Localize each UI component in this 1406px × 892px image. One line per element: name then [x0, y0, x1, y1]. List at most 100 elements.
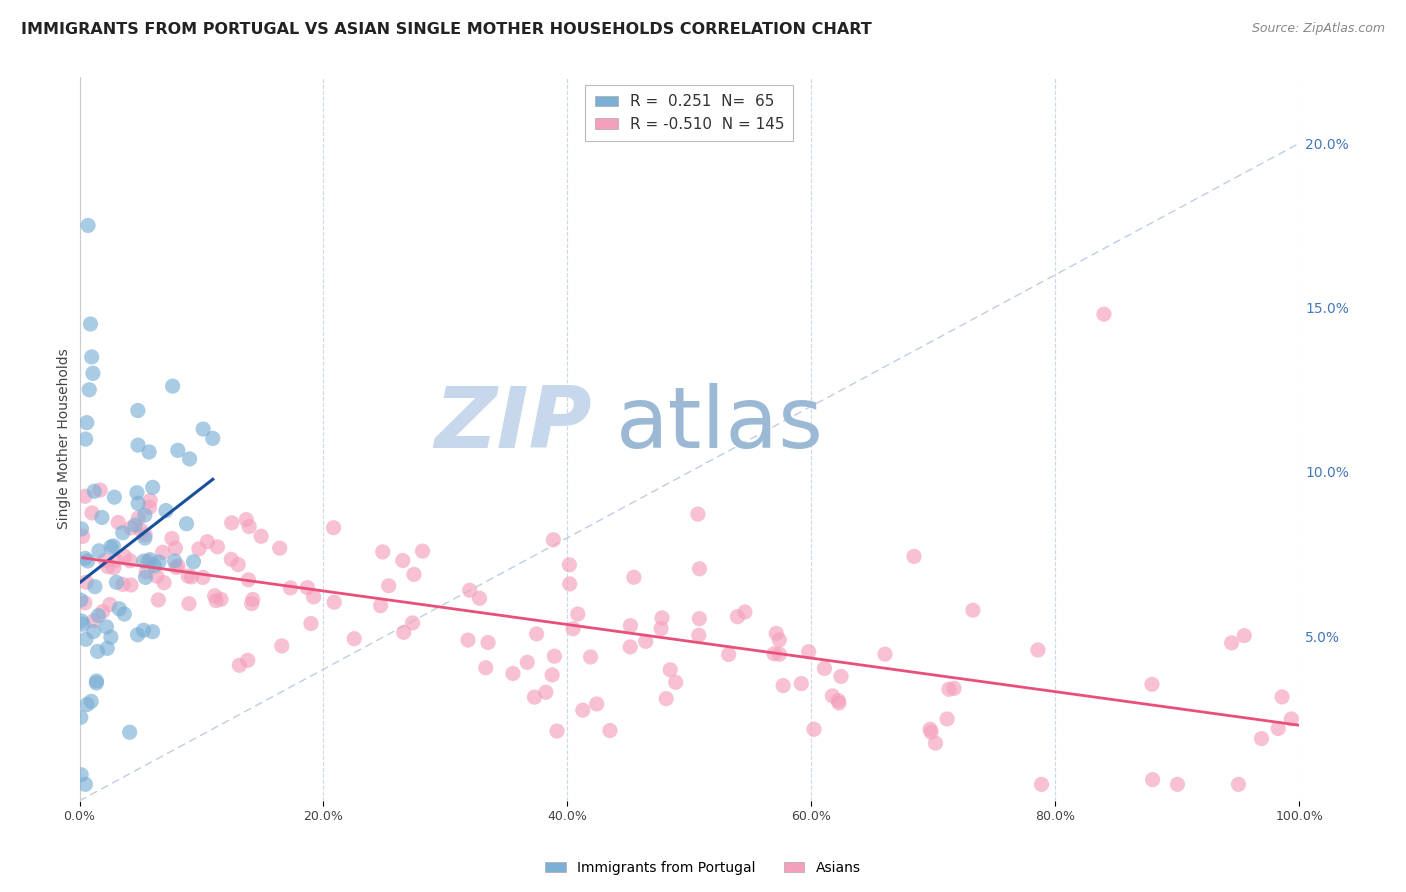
Point — [83, 580, 105, 594]
Point — [96, 620, 118, 634]
Point — [1233, 629, 1256, 643]
Point — [772, 679, 794, 693]
Point — [160, 532, 183, 546]
Point — [179, 451, 201, 466]
Point — [797, 645, 820, 659]
Point — [207, 540, 229, 554]
Point — [134, 531, 156, 545]
Point — [655, 691, 678, 706]
Point — [235, 513, 257, 527]
Point — [943, 681, 966, 696]
Point — [302, 590, 325, 604]
Legend: R =  0.251  N=  65, R = -0.510  N = 145: R = 0.251 N= 65, R = -0.510 N = 145 — [585, 85, 793, 141]
Point — [323, 595, 346, 609]
Point — [763, 647, 786, 661]
Point — [127, 496, 149, 510]
Point — [280, 581, 302, 595]
Point — [938, 682, 960, 697]
Point — [402, 567, 425, 582]
Point — [87, 608, 110, 623]
Point — [201, 431, 224, 445]
Point — [228, 658, 250, 673]
Point — [163, 554, 186, 568]
Point — [1026, 643, 1049, 657]
Point — [191, 570, 214, 584]
Point — [83, 484, 105, 499]
Point — [371, 545, 394, 559]
Point — [477, 635, 499, 649]
Point — [962, 603, 984, 617]
Point — [1271, 690, 1294, 704]
Point — [270, 639, 292, 653]
Point — [813, 661, 835, 675]
Point — [828, 696, 851, 710]
Point — [651, 611, 673, 625]
Point — [411, 544, 433, 558]
Point — [76, 416, 98, 430]
Point — [145, 569, 167, 583]
Point — [70, 614, 93, 628]
Point — [75, 551, 97, 566]
Point — [562, 622, 585, 636]
Point — [468, 591, 491, 606]
Point — [125, 485, 148, 500]
Point — [920, 725, 942, 739]
Point — [120, 554, 142, 568]
Point — [567, 607, 589, 621]
Point — [90, 510, 112, 524]
Text: ZIP: ZIP — [434, 384, 592, 467]
Point — [623, 570, 645, 584]
Point — [219, 552, 242, 566]
Point — [138, 500, 160, 515]
Point — [91, 605, 114, 619]
Point — [77, 383, 100, 397]
Point — [70, 768, 93, 782]
Point — [103, 561, 125, 575]
Point — [558, 577, 581, 591]
Point — [1140, 677, 1163, 691]
Point — [920, 723, 942, 737]
Point — [650, 622, 672, 636]
Point — [89, 483, 111, 497]
Point — [79, 317, 101, 331]
Text: IMMIGRANTS FROM PORTUGAL VS ASIAN SINGLE MOTHER HOUSEHOLDS CORRELATION CHART: IMMIGRANTS FROM PORTUGAL VS ASIAN SINGLE… — [21, 22, 872, 37]
Point — [343, 632, 366, 646]
Point — [70, 522, 93, 536]
Point — [516, 656, 538, 670]
Point — [152, 545, 174, 559]
Point — [132, 554, 155, 568]
Point — [322, 521, 344, 535]
Point — [94, 553, 117, 567]
Point — [80, 350, 103, 364]
Point — [204, 589, 226, 603]
Point — [238, 573, 260, 587]
Point — [634, 634, 657, 648]
Point — [1267, 722, 1289, 736]
Point — [221, 516, 243, 530]
Point — [112, 607, 135, 621]
Point — [72, 529, 94, 543]
Point — [114, 549, 136, 564]
Point — [118, 725, 141, 739]
Point — [299, 616, 322, 631]
Point — [73, 596, 96, 610]
Point — [392, 625, 415, 640]
Point — [75, 575, 97, 590]
Point — [187, 541, 209, 556]
Point — [458, 583, 481, 598]
Point — [165, 560, 187, 574]
Point — [69, 710, 91, 724]
Point — [924, 736, 946, 750]
Point — [1220, 636, 1243, 650]
Point — [127, 628, 149, 642]
Point — [142, 480, 165, 494]
Point — [558, 558, 581, 572]
Text: atlas: atlas — [616, 384, 824, 467]
Point — [139, 552, 162, 566]
Point — [87, 543, 110, 558]
Point — [80, 694, 103, 708]
Point — [120, 521, 142, 535]
Point — [127, 438, 149, 452]
Point — [238, 519, 260, 533]
Point — [165, 541, 187, 556]
